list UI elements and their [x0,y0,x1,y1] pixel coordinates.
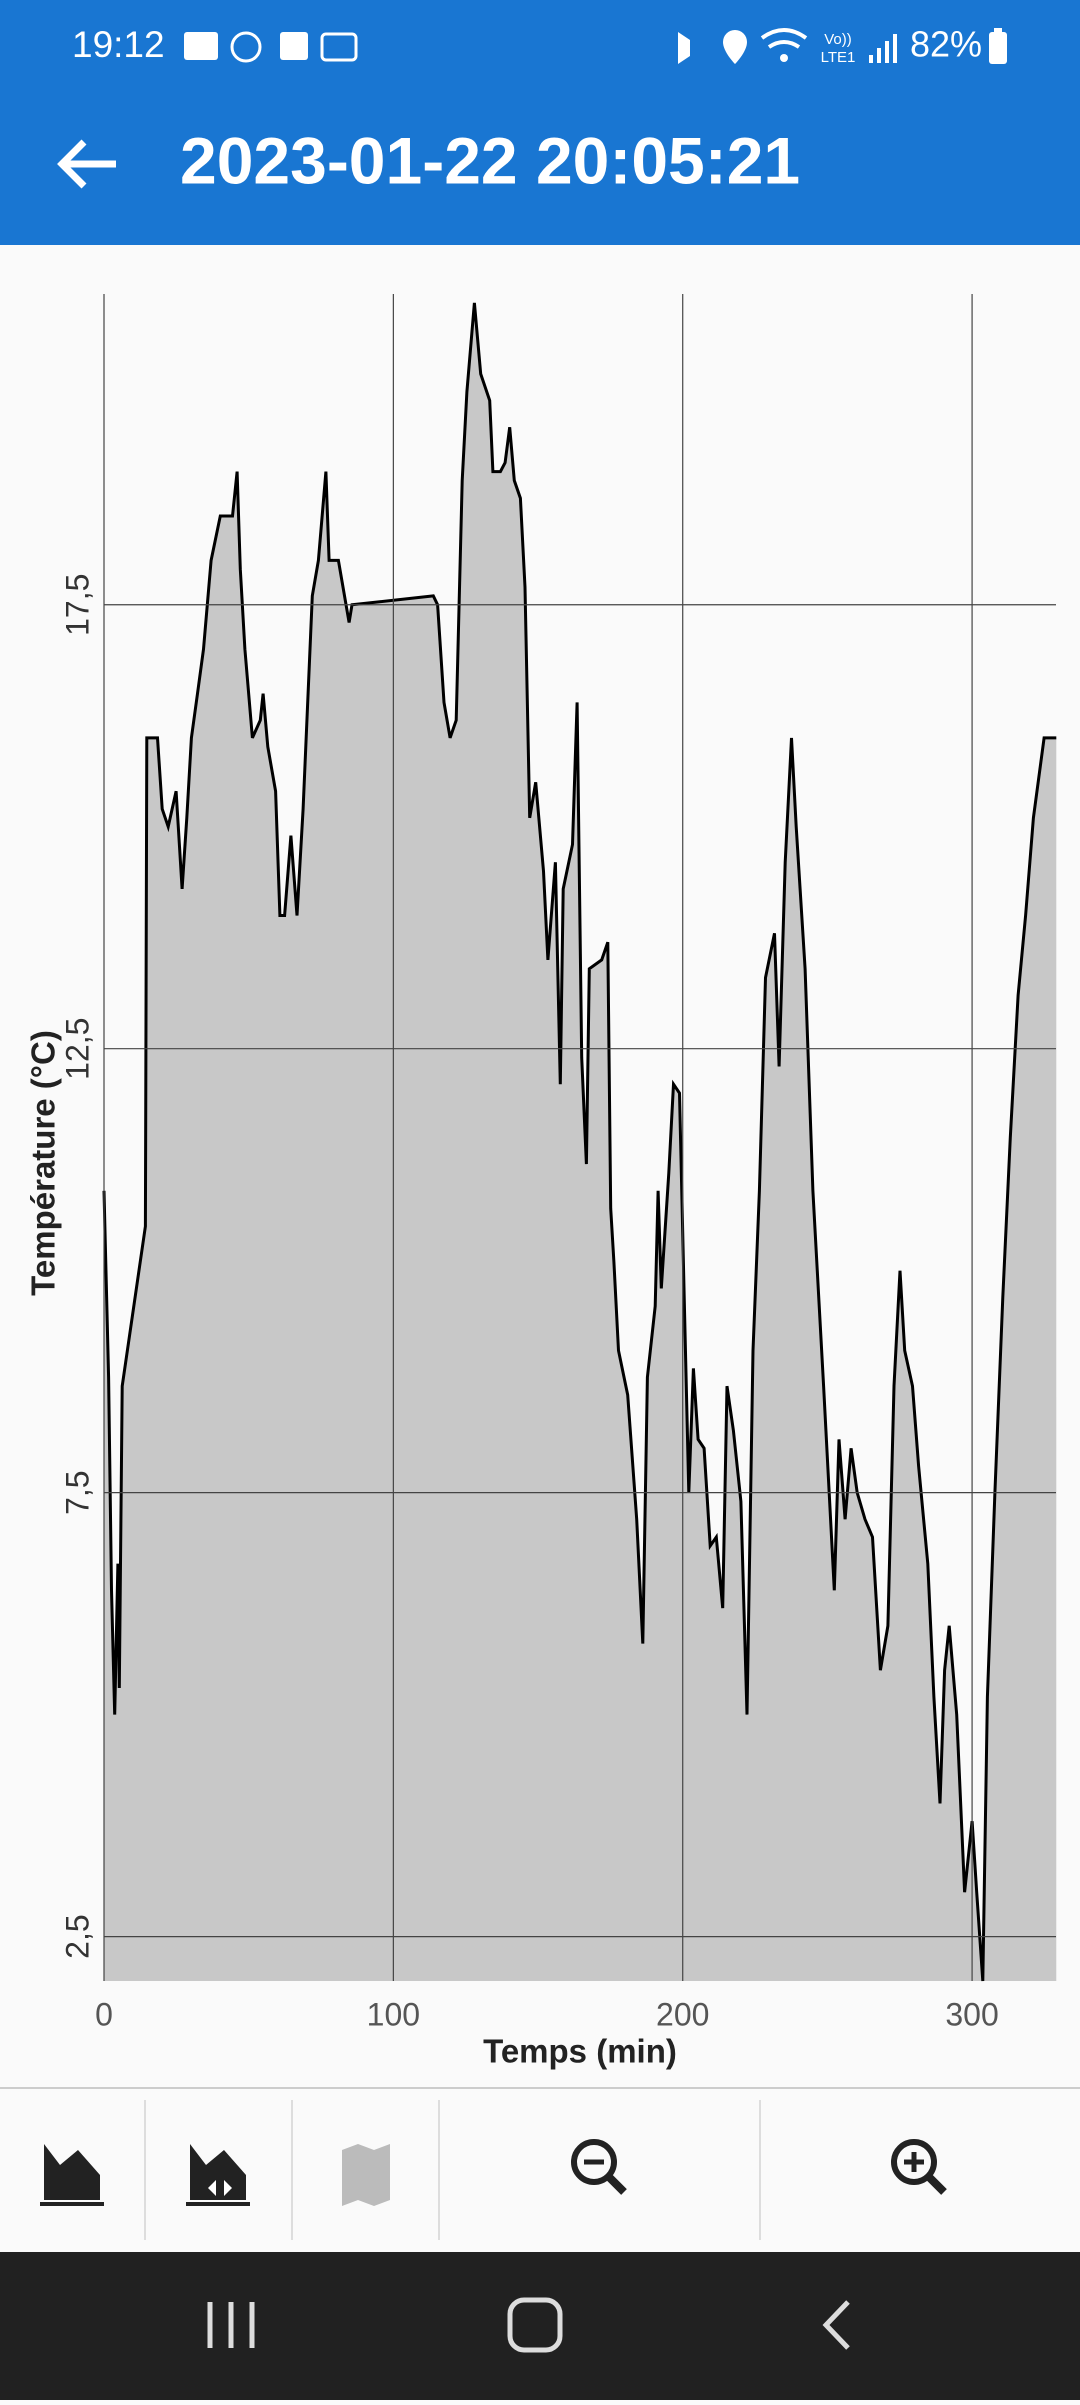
x-tick-label: 300 [945,1996,998,2032]
y-tick-label: 12,5 [59,1018,95,1080]
chart: 0 100 200 300 2,5 7,5 12,5 17,5 Temps (min) Tempé… [25,294,1057,2070]
back-button[interactable] [57,139,116,189]
x-axis-title: Temps (min) [483,2033,677,2070]
app-bar-bg [0,0,1080,245]
y-tick-label: 17,5 [59,574,95,636]
tool-zoom-in[interactable] [891,2139,947,2195]
y-tick-label: 7,5 [59,1470,95,1514]
y-tick-label: 2,5 [59,1914,95,1958]
tool-chart-settings[interactable] [40,2144,104,2206]
area-fill [104,302,1057,1981]
toolbar-dividers [144,2100,761,2240]
nav-bar [0,2252,1080,2400]
tool-map[interactable] [342,2144,390,2206]
tool-chart-pan[interactable] [186,2144,250,2206]
x-tick-label: 200 [656,1996,709,2032]
x-tick-label: 100 [367,1996,420,2032]
status-battery: 82% [910,24,982,65]
nav-buttons[interactable] [207,2297,850,2353]
app-title: 2023-01-22 20:05:21 [180,123,800,197]
tool-zoom-out[interactable] [571,2139,627,2195]
status-network: LTE1 [821,49,856,66]
status-icons [184,28,1007,64]
status-time: 19:12 [72,24,165,65]
area-line [102,302,1057,1982]
y-axis-title: Température (°C) [25,1030,62,1296]
status-network: Vo)) [824,31,852,48]
x-tick-label: 0 [95,1996,113,2032]
